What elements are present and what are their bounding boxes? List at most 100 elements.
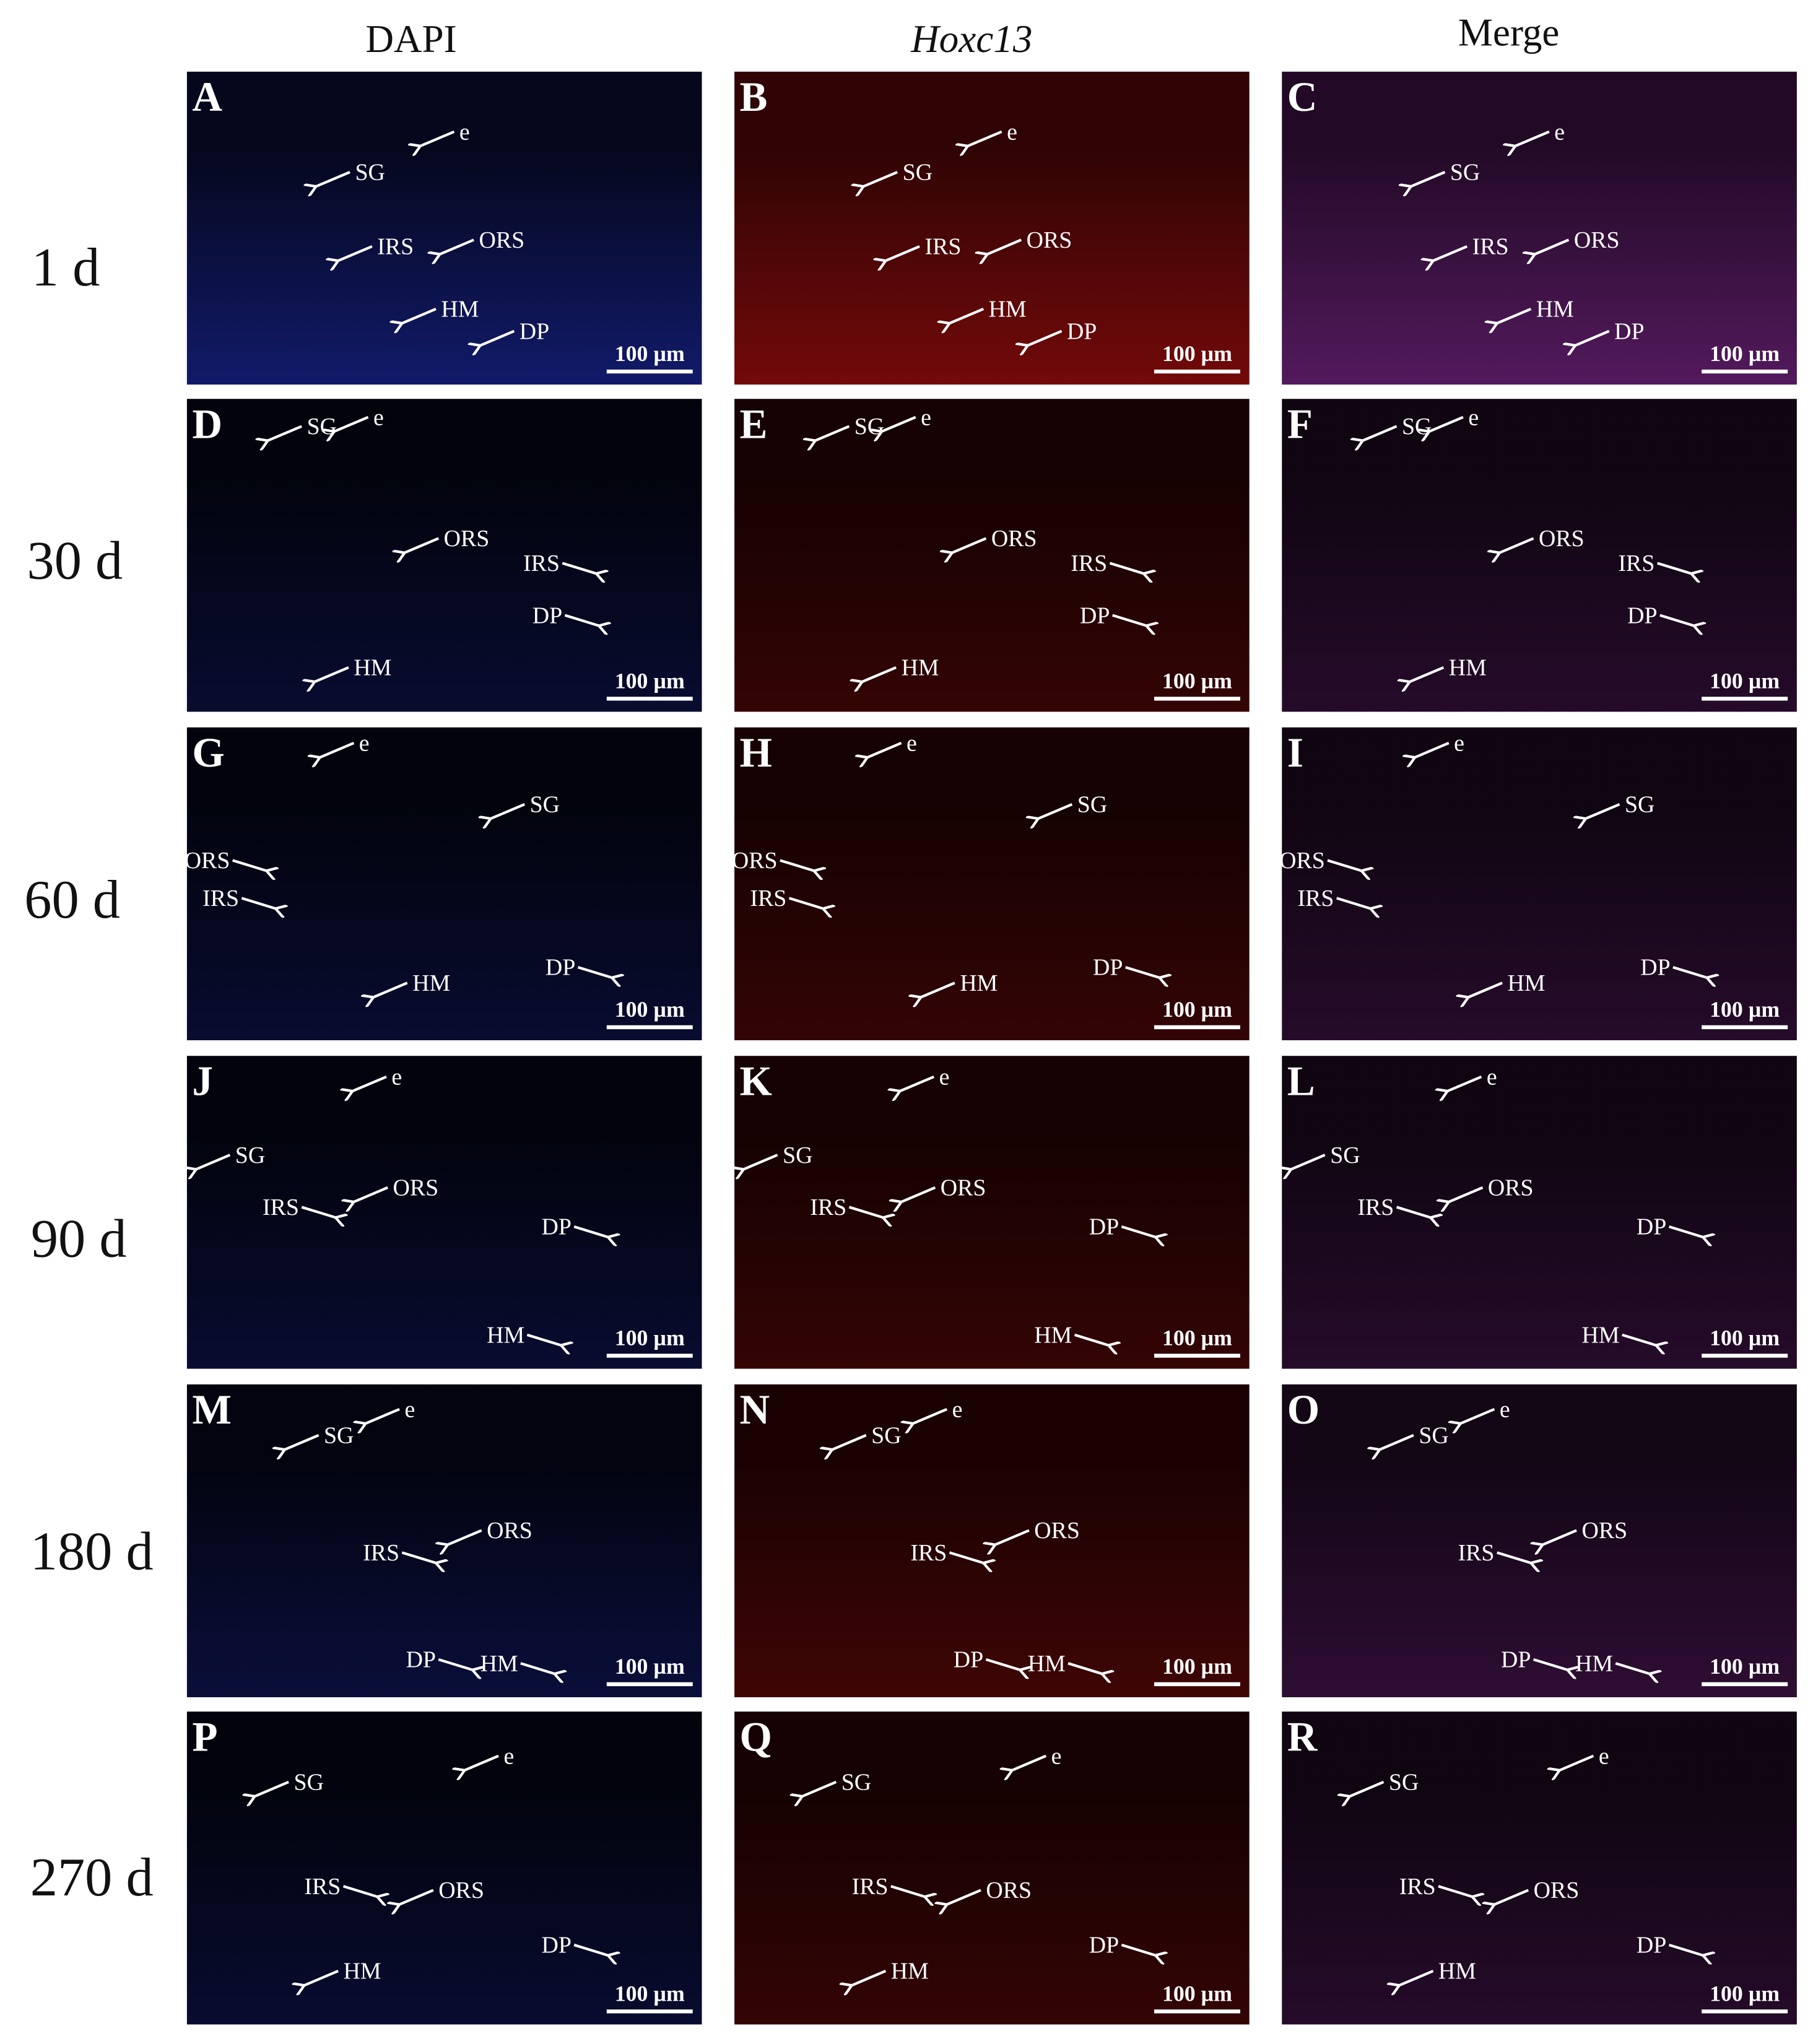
panel-letter: K: [740, 1058, 772, 1104]
annotation-label: ORS: [1488, 1175, 1534, 1201]
panel-stain: [186, 1711, 702, 2025]
annotation-label: e: [1454, 731, 1464, 757]
annotation-label: HM: [487, 1322, 524, 1348]
annotation-arrow: [1429, 415, 1464, 432]
annotation-arrow: [440, 238, 474, 254]
annotation-arrow: [852, 1970, 887, 1985]
panel: N SG e ORS IRS DP HM 100 µm: [734, 1384, 1250, 1698]
panel-stain: [734, 399, 1250, 712]
annotation-arrow: [1433, 245, 1468, 261]
row-label: 270 d: [30, 1847, 154, 1908]
annotation-label: IRS: [202, 885, 239, 911]
annotation-arrow: [448, 1529, 482, 1545]
annotation-label: IRS: [523, 550, 560, 576]
panel-stain: [1282, 1056, 1797, 1369]
annotation-label: ORS: [991, 526, 1037, 552]
panel: Ce SG IRS ORS HM DP 100 µm: [1282, 71, 1797, 385]
annotation-label: ORS: [1279, 848, 1325, 874]
annotation-arrow: [1410, 666, 1445, 682]
annotation-label: SG: [1330, 1142, 1360, 1168]
annotation-arrow: [1449, 1186, 1484, 1202]
annotation-arrow: [815, 425, 850, 440]
annotation-label: ORS: [438, 1877, 484, 1903]
annotation-label: e: [921, 404, 931, 430]
annotation-label: DP: [406, 1647, 436, 1673]
annotation-arrow: [573, 1225, 608, 1237]
annotation-arrow: [1586, 802, 1620, 819]
scale-bar-label: 100 µm: [1162, 341, 1232, 366]
scale-bar-label: 100 µm: [1710, 1654, 1780, 1679]
annotation-arrow: [352, 1075, 387, 1091]
annotation-label: HM: [902, 655, 939, 681]
annotation-arrow: [985, 1658, 1020, 1670]
panel-stain: [734, 1384, 1250, 1698]
annotation-arrow: [1497, 308, 1532, 323]
annotation-arrow: [316, 170, 350, 186]
annotation-arrow: [1494, 1889, 1529, 1905]
annotation-label: DP: [1067, 318, 1097, 344]
annotation-arrow: [464, 1754, 499, 1770]
annotation-label: DP: [1093, 955, 1123, 981]
annotation-label: ORS: [444, 526, 490, 552]
annotation-arrow: [373, 981, 408, 997]
annotation-arrow: [744, 1154, 778, 1169]
annotation-label: e: [391, 1064, 402, 1090]
annotation-label: e: [1468, 404, 1479, 430]
panel: O SG e ORS IRS DP HM 100 µm: [1282, 1384, 1797, 1698]
annotation-label: SG: [1625, 792, 1654, 818]
annotation-label: IRS: [1071, 550, 1107, 576]
annotation-arrow: [334, 415, 369, 432]
annotation-arrow: [562, 562, 596, 573]
annotation-arrow: [1125, 966, 1160, 978]
annotation-arrow: [1121, 1225, 1155, 1237]
annotation-label: SG: [355, 160, 385, 186]
annotation-label: HM: [344, 1959, 381, 1985]
annotation-arrow: [1380, 1433, 1414, 1450]
annotation-arrow: [1468, 981, 1503, 997]
annotation-label: ORS: [986, 1877, 1032, 1903]
panel-stain: [734, 1711, 1250, 2025]
annotation-label: DP: [954, 1647, 983, 1673]
annotation-arrow: [862, 666, 897, 682]
panel-letter: C: [1287, 74, 1318, 120]
annotation-label: DP: [533, 602, 562, 628]
panel-stain: [734, 727, 1250, 1040]
annotation-arrow: [365, 1407, 400, 1424]
panel-stain: [186, 1056, 702, 1369]
annotation-arrow: [1067, 1662, 1102, 1674]
annotation-arrow: [1327, 859, 1362, 871]
panel: Q SG e IRS ORS HM DP 100 µm: [734, 1711, 1250, 2025]
panel-letter: D: [192, 401, 222, 447]
annotation-label: IRS: [750, 885, 786, 911]
annotation-arrow: [864, 170, 898, 186]
annotation-label: e: [373, 404, 384, 430]
annotation-arrow: [1615, 1662, 1650, 1674]
panel-stain: [1282, 1384, 1797, 1698]
annotation-label: e: [939, 1064, 950, 1090]
annotation-arrow: [1668, 1225, 1703, 1237]
annotation-arrow: [885, 245, 920, 261]
annotation-arrow: [285, 1433, 320, 1450]
annotation-label: SG: [854, 414, 884, 440]
annotation-label: ORS: [1034, 1518, 1080, 1544]
annotation-label: HM: [1575, 1651, 1613, 1677]
annotation-arrow: [1497, 1551, 1531, 1563]
scale-bar-label: 100 µm: [1162, 1981, 1232, 2006]
annotation-label: IRS: [1357, 1194, 1394, 1220]
annotation-arrow: [490, 802, 525, 819]
annotation-label: HM: [354, 655, 391, 681]
annotation-label: e: [1487, 1064, 1497, 1090]
panel: E SG e ORS IRS DP HM 100 µm: [734, 399, 1250, 712]
annotation-label: DP: [1640, 955, 1670, 981]
scale-bar-label: 100 µm: [615, 1981, 685, 2006]
row-label: 180 d: [30, 1521, 154, 1582]
annotation-arrow: [1291, 1154, 1326, 1169]
annotation-arrow: [564, 614, 599, 626]
annotation-arrow: [921, 981, 955, 997]
annotation-arrow: [1411, 170, 1446, 186]
scale-bar-label: 100 µm: [1162, 669, 1232, 694]
annotation-label: e: [1599, 1743, 1609, 1769]
